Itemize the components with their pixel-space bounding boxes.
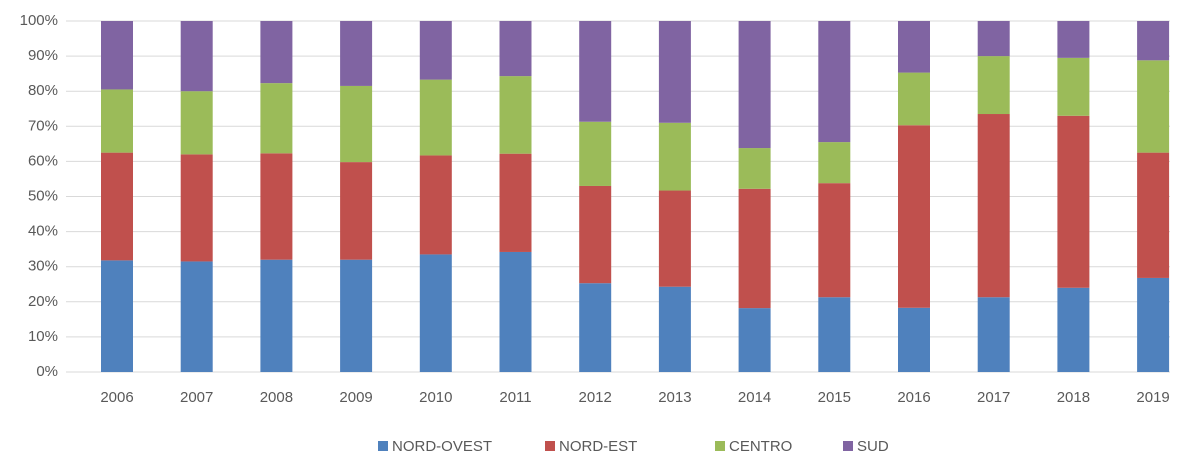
legend-label: CENTRO bbox=[729, 438, 792, 455]
y-tick-label: 20% bbox=[28, 293, 58, 310]
bar-segment bbox=[340, 162, 373, 260]
legend-swatch bbox=[715, 441, 725, 451]
legend-swatch bbox=[545, 441, 555, 451]
x-tick-label: 2010 bbox=[419, 389, 452, 406]
bar-segment bbox=[419, 254, 452, 372]
bar-segment bbox=[101, 152, 133, 261]
bar-segment bbox=[977, 297, 1010, 372]
bar-segment bbox=[180, 154, 213, 262]
bar-segment bbox=[898, 125, 930, 308]
x-tick-label: 2011 bbox=[499, 389, 531, 406]
x-tick-label: 2006 bbox=[100, 389, 133, 406]
bar-segment bbox=[1057, 57, 1090, 116]
bar-segment bbox=[101, 89, 133, 153]
bar-segment bbox=[738, 188, 771, 309]
bar-segment bbox=[579, 121, 612, 186]
bar-segment bbox=[499, 21, 532, 77]
bar-segment bbox=[818, 21, 851, 143]
bar-segment bbox=[898, 307, 930, 372]
bar-segment bbox=[579, 21, 612, 122]
bar-segment bbox=[579, 283, 612, 372]
legend-swatch bbox=[843, 441, 853, 451]
legend-swatch bbox=[378, 441, 388, 451]
bar-segment bbox=[1057, 287, 1090, 372]
y-tick-label: 0% bbox=[36, 363, 58, 380]
bar-segment bbox=[658, 122, 691, 191]
bar-segment bbox=[340, 21, 373, 86]
y-tick-label: 90% bbox=[28, 47, 58, 64]
y-tick-label: 60% bbox=[28, 152, 58, 169]
bar-segment bbox=[419, 79, 452, 156]
bar-segment bbox=[419, 155, 452, 255]
y-tick-label: 30% bbox=[28, 258, 58, 275]
y-tick-label: 80% bbox=[28, 82, 58, 99]
bar-segment bbox=[818, 183, 851, 298]
x-tick-label: 2012 bbox=[579, 389, 612, 406]
y-tick-label: 100% bbox=[20, 12, 58, 29]
y-tick-label: 50% bbox=[28, 187, 58, 204]
bar-segment bbox=[658, 190, 691, 287]
x-tick-label: 2019 bbox=[1136, 389, 1169, 406]
x-tick-label: 2009 bbox=[339, 389, 372, 406]
bar-segment bbox=[499, 153, 532, 252]
bar-segment bbox=[898, 72, 930, 126]
legend-label: SUD bbox=[857, 438, 889, 455]
bar-segment bbox=[260, 259, 293, 372]
bar-segment bbox=[499, 76, 532, 154]
x-tick-label: 2017 bbox=[977, 389, 1010, 406]
bar-segment bbox=[260, 153, 293, 260]
bar-segment bbox=[1137, 60, 1170, 153]
legend-label: NORD-OVEST bbox=[392, 438, 492, 455]
bar-segment bbox=[898, 21, 930, 73]
bar-segment bbox=[658, 21, 691, 123]
bar-segment bbox=[260, 21, 293, 84]
bar-segment bbox=[658, 286, 691, 372]
x-tick-label: 2015 bbox=[818, 389, 851, 406]
bar-segment bbox=[1137, 277, 1170, 372]
x-tick-label: 2007 bbox=[180, 389, 213, 406]
bar-segment bbox=[738, 148, 771, 189]
bar-segment bbox=[260, 83, 293, 154]
bar-segment bbox=[180, 21, 213, 92]
bar-segment bbox=[977, 114, 1010, 298]
bar-segment bbox=[738, 21, 771, 149]
bar-segment bbox=[1137, 21, 1170, 61]
bar-segment bbox=[340, 85, 373, 163]
x-tick-label: 2013 bbox=[658, 389, 691, 406]
x-tick-label: 2008 bbox=[260, 389, 293, 406]
y-tick-label: 40% bbox=[28, 223, 58, 240]
bar-segment bbox=[738, 308, 771, 372]
x-tick-label: 2016 bbox=[897, 389, 930, 406]
bar-segment bbox=[818, 142, 851, 184]
bar-segment bbox=[1057, 21, 1090, 58]
y-tick-label: 70% bbox=[28, 117, 58, 134]
bar-segment bbox=[101, 260, 133, 372]
bar-segment bbox=[977, 56, 1010, 115]
bar-segment bbox=[180, 261, 213, 372]
bar-segment bbox=[1057, 115, 1090, 288]
bar-segment bbox=[340, 259, 373, 372]
bar-segment bbox=[818, 297, 851, 372]
bar-segment bbox=[977, 21, 1010, 57]
x-tick-label: 2018 bbox=[1057, 389, 1090, 406]
bar-segment bbox=[180, 91, 213, 155]
bar-segment bbox=[1137, 152, 1170, 278]
bar-segment bbox=[579, 185, 612, 284]
legend-label: NORD-EST bbox=[559, 438, 637, 455]
x-tick-label: 2014 bbox=[738, 389, 771, 406]
bar-segment bbox=[499, 251, 532, 372]
bar-segment bbox=[419, 21, 452, 80]
bar-segment bbox=[101, 21, 133, 90]
y-tick-label: 10% bbox=[28, 328, 58, 345]
